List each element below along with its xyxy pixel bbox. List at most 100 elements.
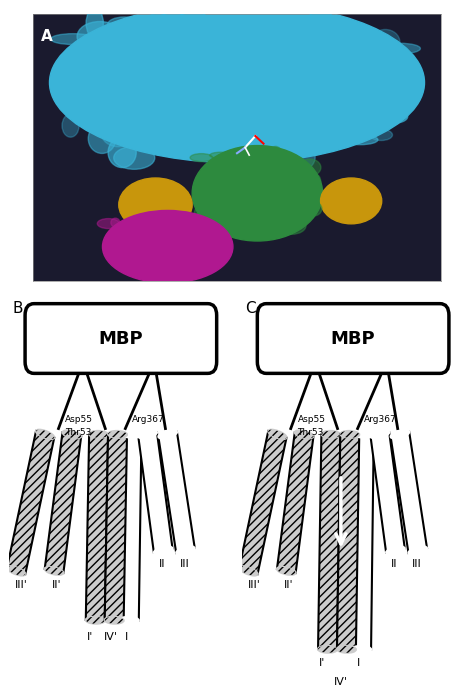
Ellipse shape: [235, 92, 277, 118]
Ellipse shape: [45, 567, 64, 575]
Ellipse shape: [330, 91, 353, 115]
Ellipse shape: [258, 56, 273, 74]
Ellipse shape: [317, 87, 350, 98]
Ellipse shape: [195, 235, 210, 248]
Ellipse shape: [86, 8, 103, 38]
Ellipse shape: [137, 65, 151, 92]
Ellipse shape: [137, 71, 165, 81]
Ellipse shape: [104, 50, 132, 66]
Ellipse shape: [138, 430, 157, 439]
Text: IV': IV': [104, 632, 118, 642]
Ellipse shape: [105, 617, 124, 624]
Polygon shape: [371, 432, 405, 552]
Ellipse shape: [248, 31, 290, 60]
Ellipse shape: [352, 646, 371, 653]
Ellipse shape: [245, 187, 259, 205]
Text: II': II': [52, 579, 61, 590]
Ellipse shape: [51, 33, 96, 44]
Ellipse shape: [320, 178, 382, 223]
Ellipse shape: [277, 567, 296, 575]
Ellipse shape: [190, 153, 213, 162]
Ellipse shape: [191, 250, 210, 264]
Polygon shape: [318, 434, 340, 650]
Ellipse shape: [88, 124, 116, 153]
Ellipse shape: [123, 431, 141, 438]
Ellipse shape: [164, 121, 182, 151]
Text: III': III': [15, 579, 28, 590]
Ellipse shape: [144, 106, 181, 126]
Ellipse shape: [176, 546, 195, 555]
Ellipse shape: [370, 129, 392, 140]
Ellipse shape: [192, 146, 323, 241]
Ellipse shape: [309, 83, 353, 107]
Ellipse shape: [196, 211, 207, 223]
Ellipse shape: [317, 58, 343, 68]
Ellipse shape: [157, 15, 171, 35]
Ellipse shape: [175, 11, 210, 37]
Ellipse shape: [301, 94, 349, 121]
Ellipse shape: [371, 29, 400, 55]
Polygon shape: [277, 432, 313, 573]
Polygon shape: [337, 434, 359, 650]
Ellipse shape: [141, 259, 154, 273]
Ellipse shape: [187, 104, 217, 127]
Ellipse shape: [145, 18, 166, 28]
Ellipse shape: [272, 94, 314, 105]
Ellipse shape: [300, 20, 345, 40]
Ellipse shape: [239, 566, 257, 575]
Ellipse shape: [63, 430, 81, 439]
Polygon shape: [7, 431, 54, 574]
Ellipse shape: [118, 93, 161, 106]
Ellipse shape: [366, 42, 388, 72]
Text: Thr53: Thr53: [298, 428, 324, 437]
FancyBboxPatch shape: [25, 304, 217, 373]
Ellipse shape: [274, 176, 300, 184]
Ellipse shape: [340, 40, 378, 58]
Ellipse shape: [295, 430, 313, 439]
Polygon shape: [158, 432, 195, 553]
Ellipse shape: [299, 159, 321, 176]
Ellipse shape: [120, 617, 139, 624]
Ellipse shape: [211, 67, 257, 77]
Ellipse shape: [278, 78, 311, 103]
Ellipse shape: [49, 3, 425, 163]
Ellipse shape: [386, 547, 405, 555]
Ellipse shape: [181, 39, 213, 67]
Ellipse shape: [114, 146, 155, 169]
Ellipse shape: [318, 646, 337, 653]
Ellipse shape: [150, 232, 158, 239]
Ellipse shape: [158, 430, 177, 439]
Ellipse shape: [210, 152, 231, 158]
Text: I: I: [357, 658, 360, 668]
Ellipse shape: [222, 201, 239, 215]
Ellipse shape: [137, 219, 153, 226]
Ellipse shape: [286, 144, 315, 171]
Ellipse shape: [193, 213, 221, 225]
Ellipse shape: [263, 111, 302, 124]
Ellipse shape: [126, 46, 168, 56]
Ellipse shape: [216, 110, 240, 130]
Polygon shape: [138, 432, 173, 552]
Ellipse shape: [154, 547, 173, 555]
Ellipse shape: [343, 135, 378, 144]
Ellipse shape: [177, 246, 191, 255]
Ellipse shape: [91, 50, 114, 73]
Ellipse shape: [248, 130, 291, 145]
Ellipse shape: [89, 431, 108, 438]
Ellipse shape: [141, 236, 161, 252]
Ellipse shape: [148, 37, 196, 56]
Ellipse shape: [86, 617, 105, 624]
Text: MBP: MBP: [99, 330, 143, 348]
Ellipse shape: [309, 10, 333, 26]
Ellipse shape: [302, 201, 322, 217]
Ellipse shape: [231, 23, 267, 49]
Ellipse shape: [79, 74, 109, 103]
Ellipse shape: [270, 146, 281, 159]
Ellipse shape: [82, 32, 124, 45]
Ellipse shape: [180, 98, 204, 114]
Text: C: C: [245, 301, 255, 316]
Ellipse shape: [62, 114, 79, 137]
Ellipse shape: [355, 431, 374, 438]
Ellipse shape: [226, 106, 244, 116]
Ellipse shape: [89, 31, 124, 41]
